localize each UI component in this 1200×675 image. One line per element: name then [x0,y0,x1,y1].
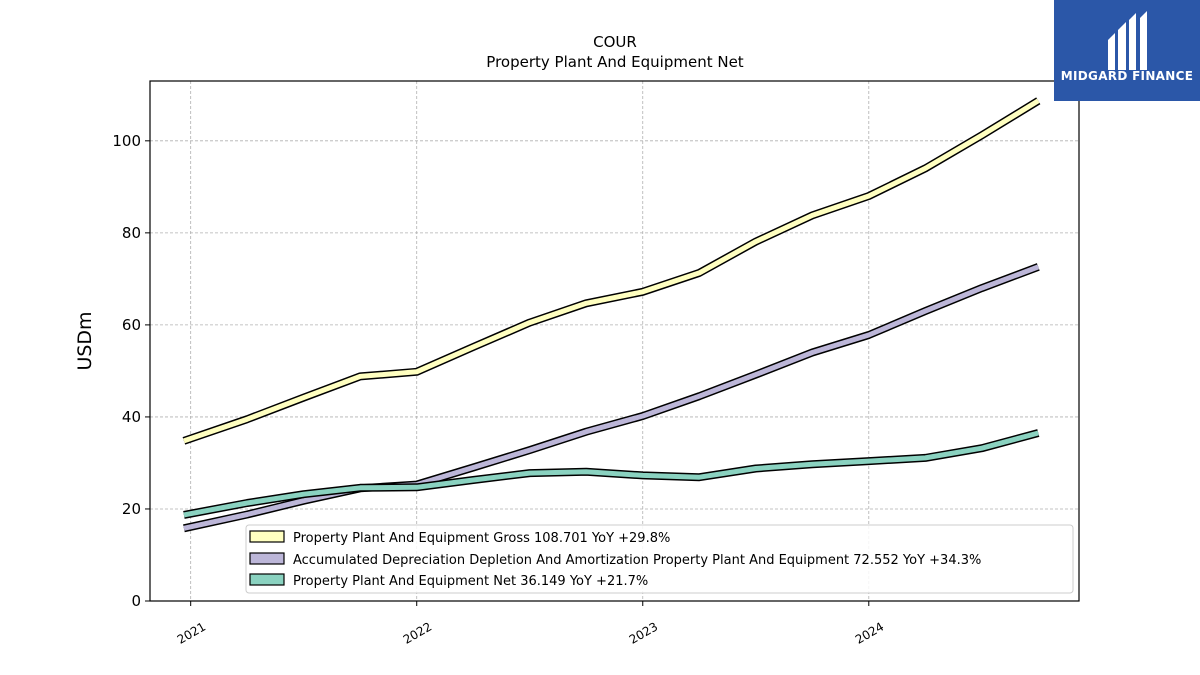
series-line-outline-gross [182,97,1041,445]
legend-swatch-accumulated [249,552,285,565]
series-line-gross [183,98,1040,444]
legend-label-gross: Property Plant And Equipment Gross 108.7… [293,531,670,546]
brand-name: MIDGARD FINANCE [1061,69,1193,83]
x-tick-label: 2022 [401,619,434,646]
x-tick-label: 2023 [627,619,660,646]
grid [150,81,1079,601]
y-tick-label: 20 [122,500,141,518]
legend: Property Plant And Equipment Gross 108.7… [245,524,1074,594]
series-line-net [183,430,1039,518]
legend-swatch-gross [249,530,285,543]
brand-badge: MIDGARD FINANCE [1054,0,1200,101]
brand-background [1054,0,1200,101]
x-axis-ticks: 2021 2022 2023 2024 [175,601,886,647]
series-lines [182,97,1041,533]
midgard-logo-icon [1108,11,1147,70]
y-tick-label: 40 [122,408,141,426]
x-tick-label: 2024 [853,619,886,646]
legend-label-accumulated: Accumulated Depreciation Depletion And A… [293,553,981,568]
legend-swatch-net [249,573,285,586]
y-axis-ticks: 0 20 40 60 80 100 [112,132,150,610]
y-tick-label: 80 [122,224,141,242]
y-tick-label: 0 [131,592,141,610]
legend-label-net: Property Plant And Equipment Net 36.149 … [293,574,648,589]
y-tick-label: 100 [112,132,141,150]
y-axis-label: USDm [74,311,96,370]
plot-frame [149,80,1080,602]
x-tick-label: 2021 [175,619,208,646]
legend-frame [245,524,1074,594]
chart-subtitle: Property Plant And Equipment Net [486,53,743,71]
chart-title: COUR [593,33,637,51]
y-tick-label: 60 [122,316,141,334]
